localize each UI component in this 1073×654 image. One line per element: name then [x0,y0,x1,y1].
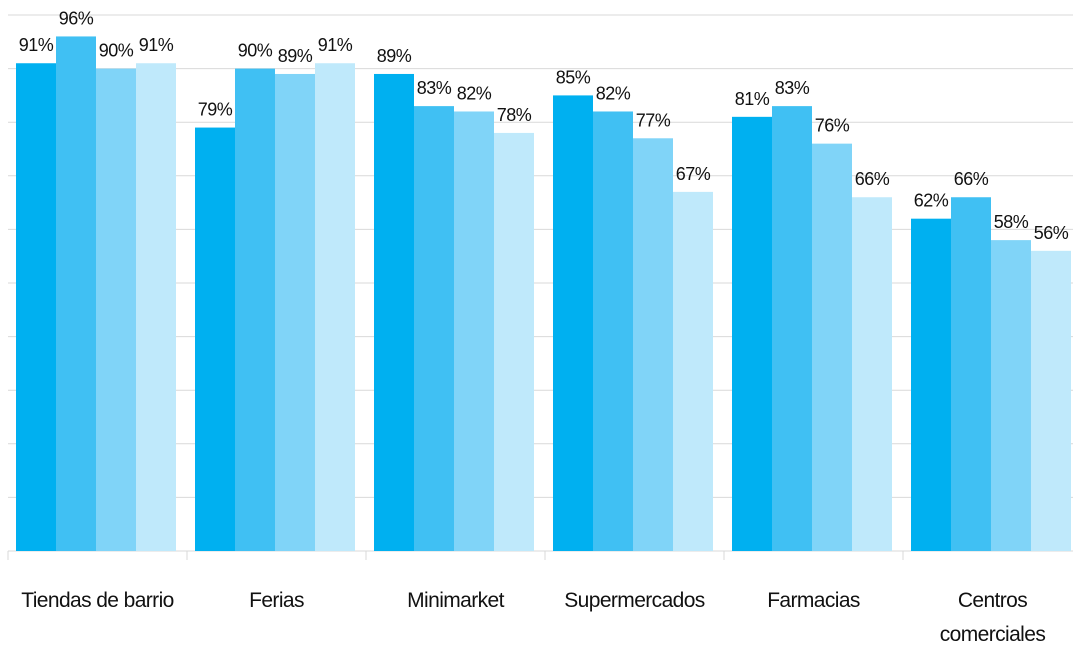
data-label: 66% [855,169,890,189]
bar [136,63,176,552]
data-label: 76% [815,116,850,136]
bar [195,127,235,551]
data-label: 85% [556,67,591,87]
data-label: 66% [954,169,989,189]
data-label: 91% [139,35,174,55]
x-tick-label: Tiendas de barrio [21,589,174,612]
bar [235,68,275,551]
x-tick-label: Minimarket [407,589,504,612]
bar [553,95,593,552]
bar [593,111,633,551]
data-label: 90% [238,41,273,61]
bar [991,240,1031,551]
bar [673,191,713,551]
data-label: 82% [596,83,631,103]
bar [16,63,56,552]
bar [812,143,852,551]
bar [1031,250,1071,551]
data-label: 89% [377,46,412,66]
bar [494,132,534,552]
bar [732,116,772,551]
bar [414,106,454,552]
data-label: 78% [497,105,532,125]
data-label: 91% [19,35,54,55]
data-label: 82% [457,83,492,103]
data-label: 81% [735,89,770,109]
x-tick-label: Ferias [249,589,304,612]
data-label: 91% [318,35,353,55]
x-tick-label: Farmacias [767,589,860,612]
bar [852,197,892,552]
bar [315,63,355,552]
data-label: 56% [1034,223,1069,243]
data-label: 83% [775,78,810,98]
data-label: 96% [59,8,94,28]
bar [951,197,991,552]
x-tick-label: Centros comerciales [939,589,1046,646]
bar [633,138,673,551]
data-label: 62% [914,191,949,211]
bar [454,111,494,551]
bar [911,218,951,551]
data-label: 89% [278,46,313,66]
bar [96,68,136,551]
x-tick-label: Supermercados [564,589,705,612]
data-label: 90% [99,41,134,61]
data-label: 83% [417,78,452,98]
bar [374,73,414,552]
bar [772,106,812,552]
bar [275,73,315,552]
data-label: 58% [994,212,1029,232]
data-label: 67% [676,164,711,184]
bar [56,36,96,551]
data-label: 77% [636,110,671,130]
data-label: 79% [198,100,233,120]
